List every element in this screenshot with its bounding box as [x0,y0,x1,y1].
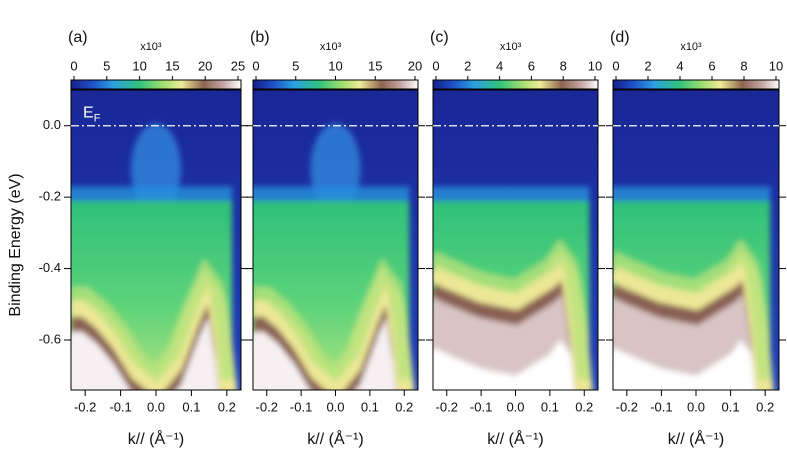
band-upper [613,238,773,380]
colorbar [252,79,419,90]
colorbar-tick-label: 10 [132,58,146,73]
colorbar-tick-label: 10 [769,58,783,73]
x-tick-label: 0.0 [326,399,344,414]
x-tick-label: -0.2 [74,399,96,414]
colorbar-tick-label: 5 [292,58,299,73]
colorbar-label: x10³ [500,41,522,53]
colorbar-label: x10³ [140,41,162,53]
x-tick-label: 0.2 [756,399,774,414]
x-tick-label: 0.0 [506,399,524,414]
below-fade [613,340,757,390]
x-tick-label: 0.2 [395,399,413,414]
band-upper [433,238,592,380]
panel-label: (c) [430,29,449,46]
x-tick-label: 0.0 [687,399,705,414]
colorbar-tick-label: 0 [252,58,259,73]
spectrum-blur [71,123,238,390]
colorbar-tick-label: 8 [740,58,747,73]
panel-label: (d) [610,29,630,46]
spectrum-image [433,90,598,390]
colorbar-tick-label: 6 [708,58,715,73]
below-fade [433,340,576,390]
x-tick-label: 0.1 [722,399,740,414]
y-tick-label: -0.6 [39,331,61,346]
colorbar [70,79,242,90]
colorbar-tick-label: 15 [165,58,179,73]
spectrum-image [613,90,779,390]
colorbar-tick-label: 0 [612,58,619,73]
colorbar [612,79,780,90]
band-upper [71,258,236,382]
x-tick-label: -0.1 [470,399,492,414]
colorbar-label: x10³ [320,41,342,53]
x-tick-label: -0.2 [256,399,278,414]
colorbar-label: x10³ [680,41,702,53]
fermi-label-main: E [83,105,94,122]
panel-label: (a) [68,29,88,46]
spectrum-image [71,90,241,390]
colorbar-tick-label: 4 [676,58,683,73]
colorbar-tick-label: 2 [464,58,471,73]
y-tick-label: 0.0 [43,117,61,132]
below-band [71,307,226,390]
colorbar-tick-label: 2 [644,58,651,73]
y-tick-label: -0.4 [39,260,61,275]
x-tick-label: -0.2 [616,399,638,414]
colorbar-tick-label: 20 [198,58,212,73]
colorbar [432,79,599,90]
x-tick-label: -0.1 [109,399,131,414]
spectrum-blur [613,186,774,390]
colorbar-tick-label: 6 [528,58,535,73]
x-tick-label: -0.1 [650,399,672,414]
x-axis-label: k// (Å⁻¹) [668,429,724,448]
x-tick-label: 0.2 [575,399,593,414]
spectrum-blur [253,123,415,390]
x-tick-label: 0.1 [182,399,200,414]
fermi-label-sub: F [94,113,101,125]
y-tick-label: -0.2 [39,189,61,204]
colorbar-tick-label: 10 [588,58,602,73]
x-tick-label: -0.2 [436,399,458,414]
spectrum-blur [433,186,593,390]
x-tick-label: 0.2 [218,399,236,414]
colorbar-tick-label: 4 [496,58,503,73]
colorbar-tick-label: 0 [70,58,77,73]
colorbar-tick-label: 15 [368,58,382,73]
below-band [253,307,404,390]
colorbar-tick-label: 10 [328,58,342,73]
x-tick-label: 0.1 [361,399,379,414]
colorbar-tick-label: 0 [432,58,439,73]
x-axis-label: k// (Å⁻¹) [487,429,543,448]
x-tick-label: 0.0 [147,399,165,414]
colorbar-tick-label: 25 [231,58,245,73]
colorbar-tick-label: 8 [560,58,567,73]
x-axis-label: k// (Å⁻¹) [307,429,363,448]
band-upper [253,258,413,383]
colorbar-tick-label: 5 [103,58,110,73]
y-axis-label: Binding Energy (eV) [7,173,24,316]
spectrum-image [253,90,418,390]
fermi-label: EF [83,105,101,125]
x-axis-label: k// (Å⁻¹) [128,429,184,448]
panel-label: (b) [250,29,270,46]
x-tick-label: 0.1 [541,399,559,414]
x-tick-label: -0.1 [290,399,312,414]
colorbar-tick-label: 20 [408,58,422,73]
